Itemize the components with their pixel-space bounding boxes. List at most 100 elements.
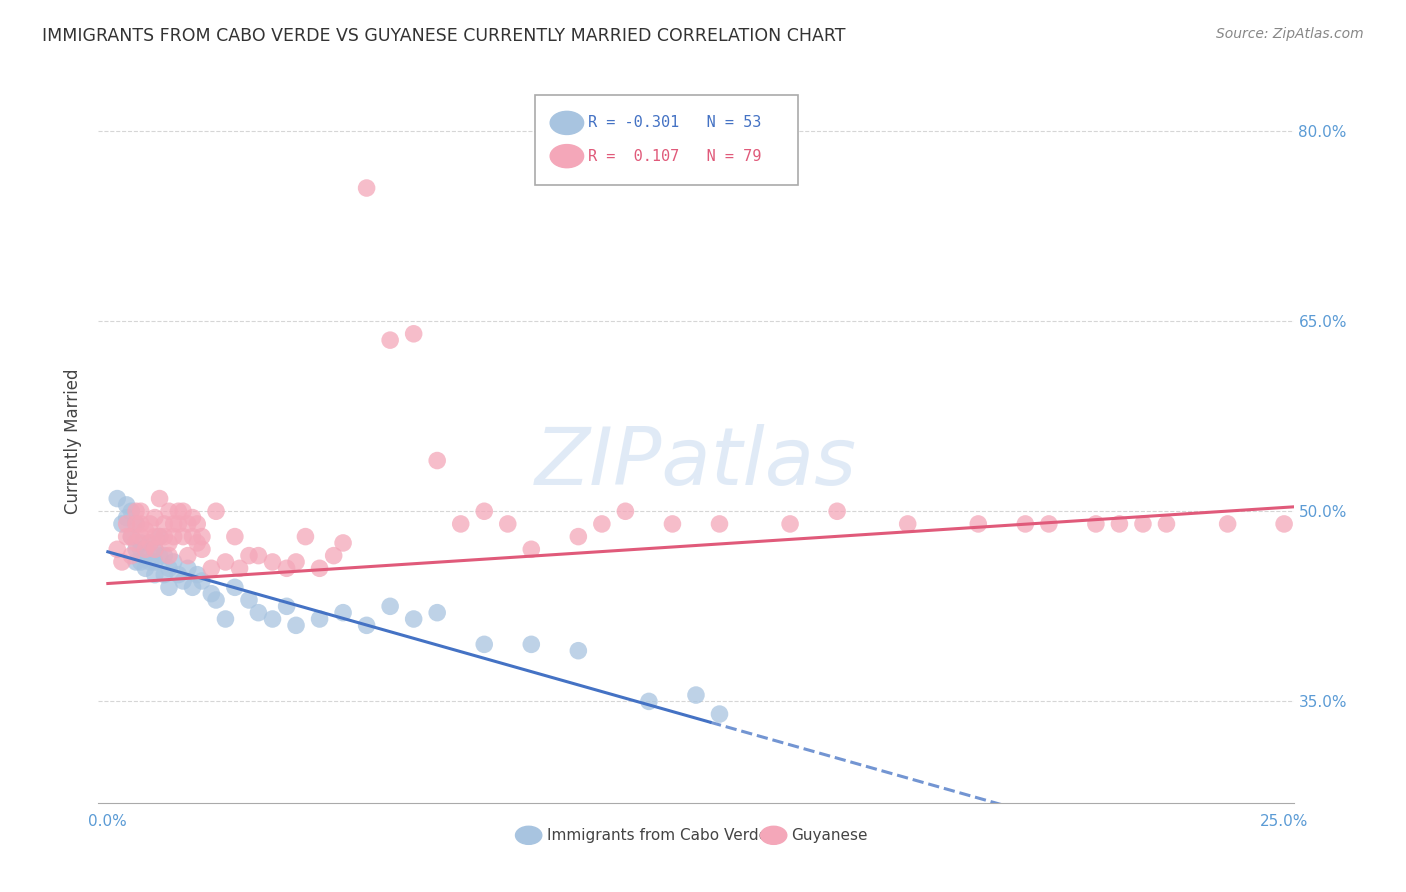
- Point: [825, 504, 848, 518]
- Point: [167, 504, 190, 518]
- Point: [378, 333, 401, 347]
- Point: [294, 530, 316, 544]
- Point: [157, 580, 180, 594]
- Point: [186, 516, 208, 531]
- Point: [356, 618, 378, 632]
- Y-axis label: Currently Married: Currently Married: [65, 368, 83, 515]
- Point: [356, 181, 378, 195]
- Point: [472, 637, 495, 651]
- Point: [426, 606, 449, 620]
- Point: [191, 542, 214, 557]
- Text: R =  0.107   N = 79: R = 0.107 N = 79: [589, 149, 762, 163]
- Point: [238, 549, 260, 563]
- Point: [177, 549, 200, 563]
- Point: [143, 530, 166, 544]
- Point: [153, 567, 176, 582]
- Point: [120, 549, 142, 563]
- Point: [205, 593, 228, 607]
- Point: [134, 549, 156, 563]
- Ellipse shape: [550, 145, 583, 168]
- Point: [285, 618, 308, 632]
- Point: [228, 561, 250, 575]
- Point: [1216, 516, 1239, 531]
- Point: [120, 530, 142, 544]
- Point: [205, 504, 228, 518]
- Point: [967, 516, 990, 531]
- Point: [157, 536, 180, 550]
- Point: [129, 504, 152, 518]
- Point: [614, 504, 637, 518]
- Text: R = -0.301   N = 53: R = -0.301 N = 53: [589, 115, 762, 130]
- Point: [143, 555, 166, 569]
- Point: [149, 530, 172, 544]
- Point: [638, 694, 661, 708]
- Point: [426, 453, 449, 467]
- Point: [120, 530, 142, 544]
- Point: [120, 504, 142, 518]
- Point: [247, 606, 270, 620]
- Point: [157, 561, 180, 575]
- Ellipse shape: [550, 112, 583, 135]
- Point: [224, 530, 246, 544]
- Point: [402, 326, 425, 341]
- Point: [149, 530, 172, 544]
- Ellipse shape: [761, 826, 787, 845]
- Point: [153, 516, 176, 531]
- Point: [163, 530, 186, 544]
- Point: [143, 567, 166, 582]
- Point: [125, 504, 148, 518]
- Point: [125, 536, 148, 550]
- Point: [149, 549, 172, 563]
- Point: [262, 612, 284, 626]
- Point: [308, 612, 330, 626]
- Point: [134, 542, 156, 557]
- Point: [1132, 516, 1154, 531]
- Text: ZIPatlas: ZIPatlas: [534, 425, 858, 502]
- Point: [167, 516, 190, 531]
- Point: [163, 516, 186, 531]
- Point: [177, 561, 200, 575]
- Point: [247, 549, 270, 563]
- Point: [378, 599, 401, 614]
- Point: [214, 555, 236, 569]
- Point: [191, 530, 214, 544]
- Point: [1108, 516, 1130, 531]
- Point: [153, 549, 176, 563]
- Point: [163, 555, 186, 569]
- Point: [1156, 516, 1178, 531]
- Point: [153, 530, 176, 544]
- Point: [129, 516, 152, 531]
- FancyBboxPatch shape: [534, 95, 797, 185]
- Point: [129, 542, 152, 557]
- Point: [181, 510, 204, 524]
- Point: [214, 612, 236, 626]
- Point: [129, 555, 152, 569]
- Point: [115, 498, 138, 512]
- Point: [111, 516, 134, 531]
- Point: [200, 587, 222, 601]
- Point: [111, 555, 134, 569]
- Point: [139, 536, 162, 550]
- Point: [661, 516, 683, 531]
- Ellipse shape: [516, 826, 541, 845]
- Text: Guyanese: Guyanese: [792, 828, 868, 843]
- Point: [238, 593, 260, 607]
- Point: [332, 536, 354, 550]
- Point: [149, 491, 172, 506]
- Point: [115, 510, 138, 524]
- Point: [172, 504, 194, 518]
- Point: [129, 536, 152, 550]
- Point: [1272, 516, 1295, 531]
- Point: [125, 542, 148, 557]
- Point: [402, 612, 425, 626]
- Point: [567, 643, 589, 657]
- Point: [200, 561, 222, 575]
- Text: Source: ZipAtlas.com: Source: ZipAtlas.com: [1216, 27, 1364, 41]
- Point: [115, 516, 138, 531]
- Point: [224, 580, 246, 594]
- Point: [520, 637, 543, 651]
- Point: [1014, 516, 1036, 531]
- Point: [308, 561, 330, 575]
- Point: [181, 530, 204, 544]
- Point: [450, 516, 472, 531]
